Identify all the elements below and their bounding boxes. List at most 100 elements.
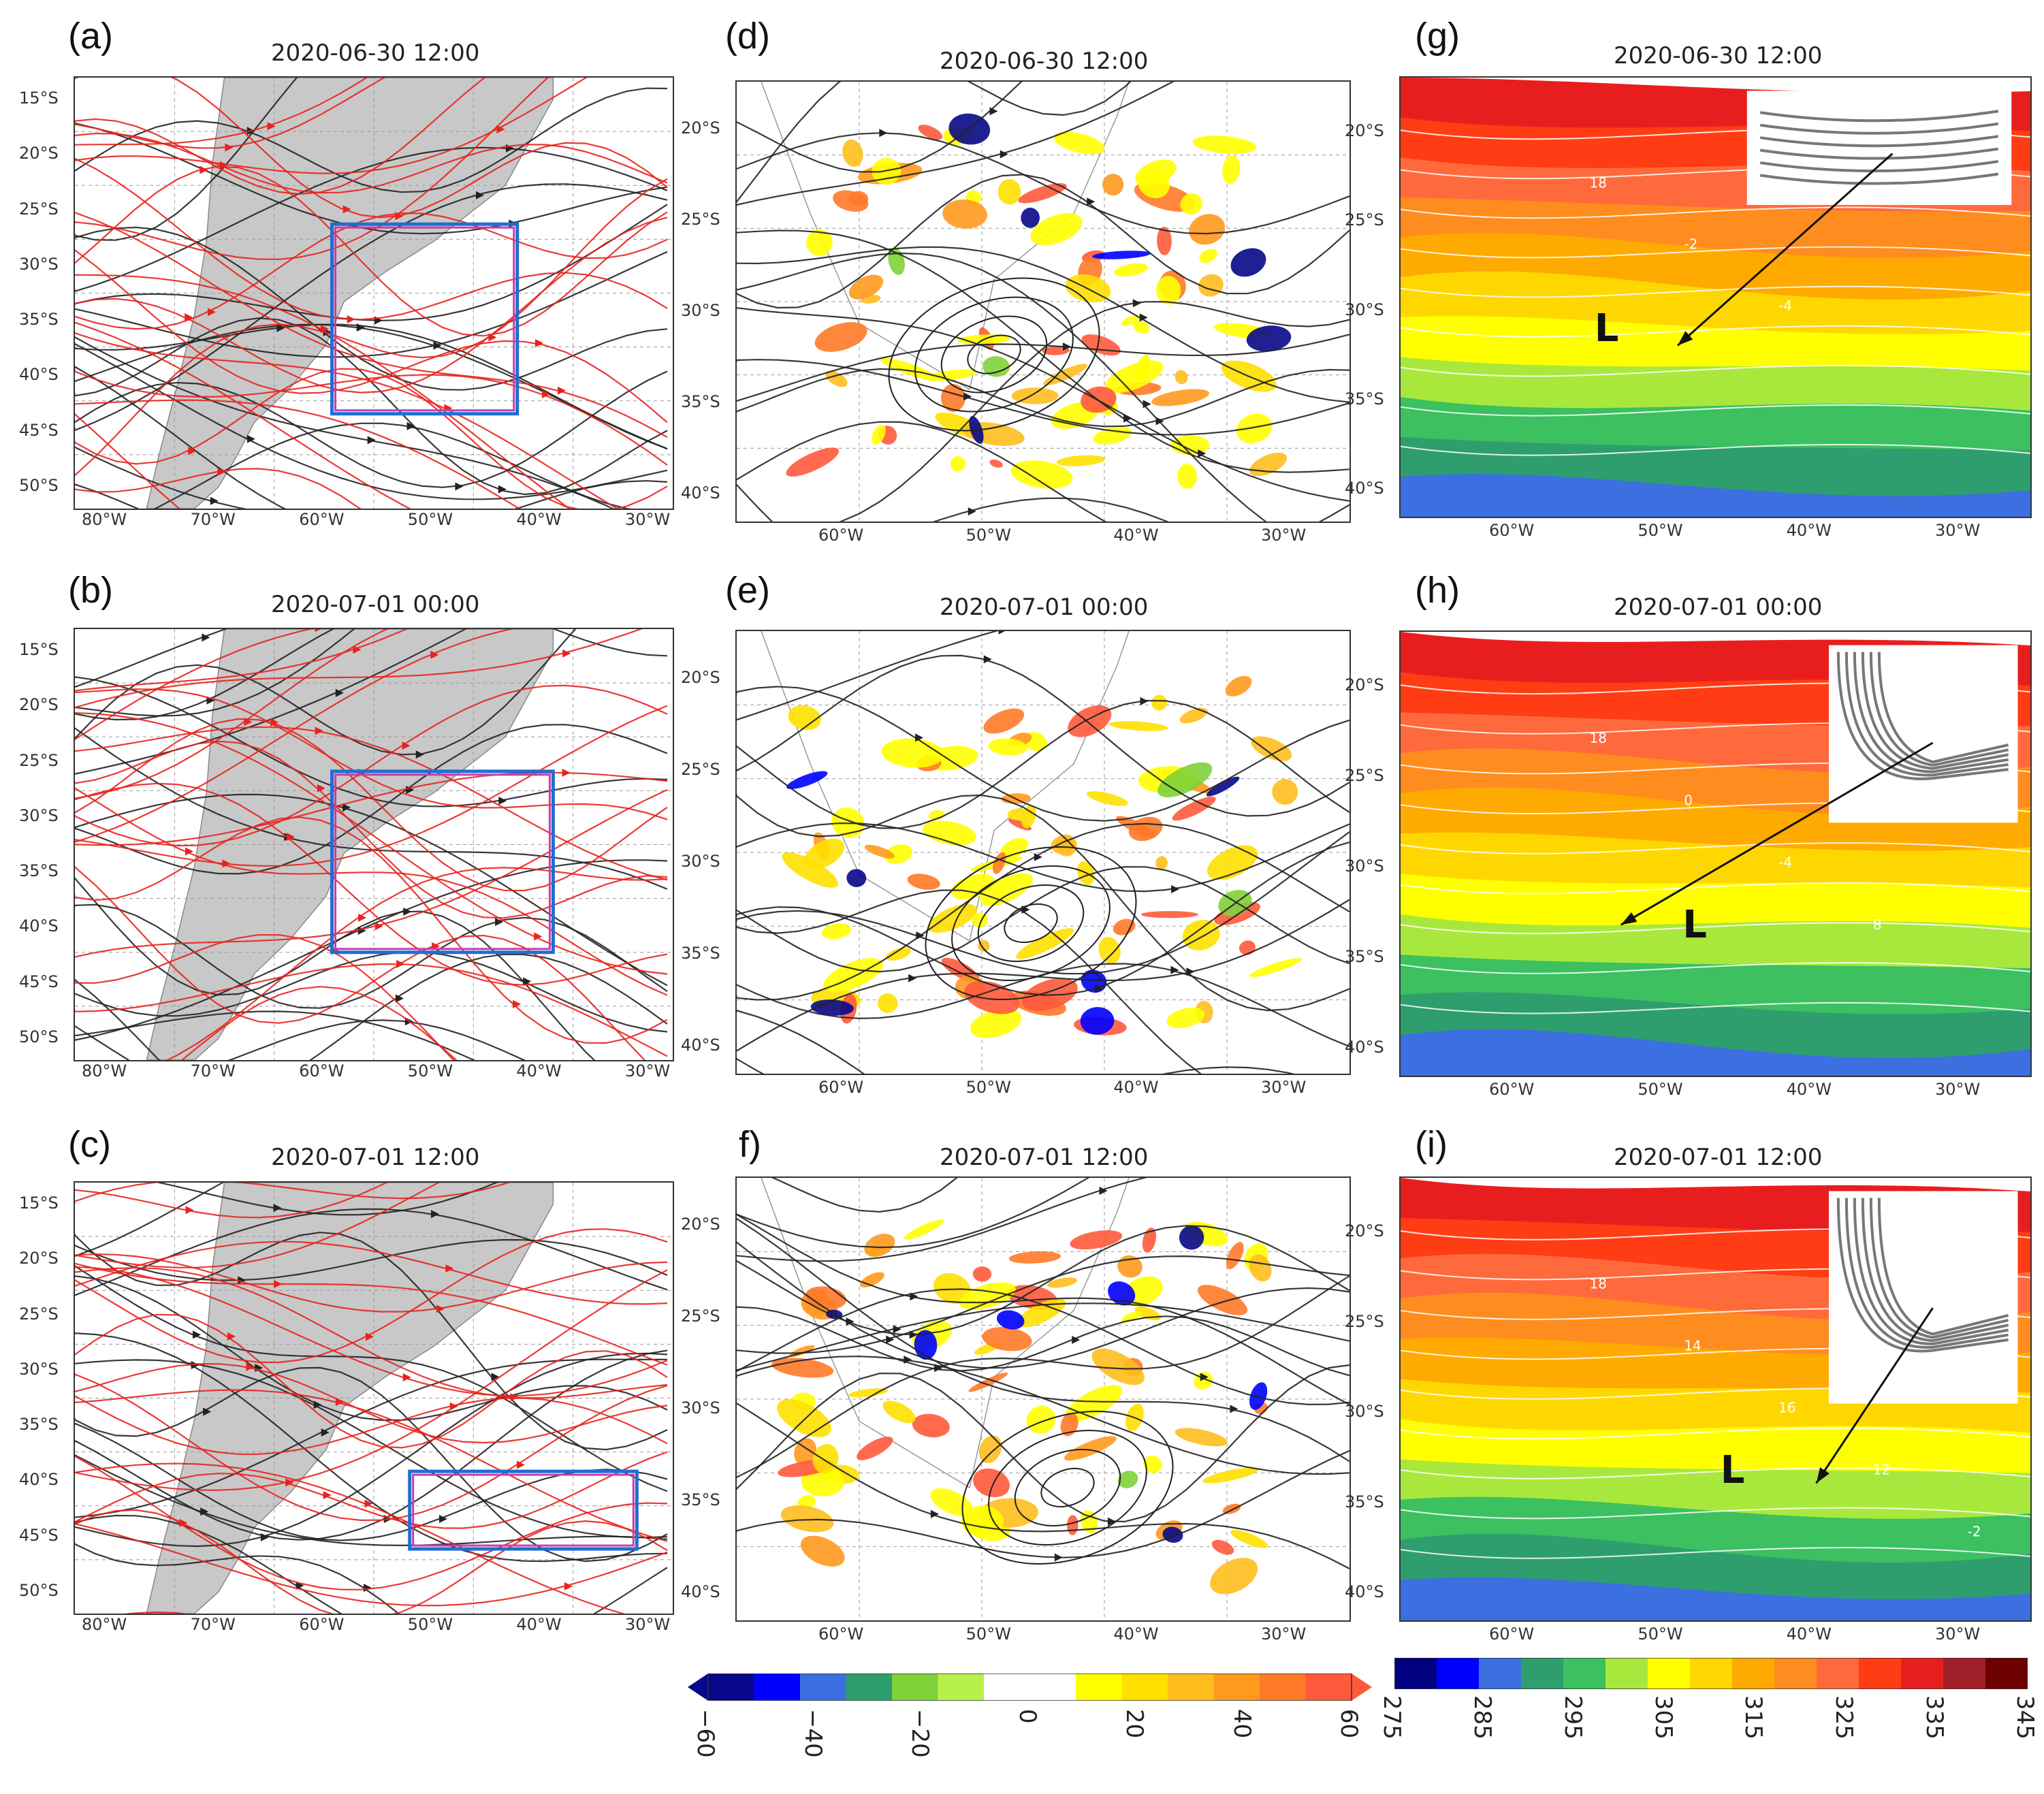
lon-tick: 50°W <box>407 1061 453 1080</box>
vorticity-colorbar <box>688 1673 1372 1701</box>
lon-tick: 70°W <box>190 510 236 529</box>
lat-tick: 20°S <box>681 668 720 687</box>
lat-tick: 30°S <box>1345 300 1384 319</box>
contour-label: -4 <box>1778 298 1792 314</box>
panel-label: f) <box>739 1124 761 1165</box>
lon-tick: 30°W <box>1935 521 1981 540</box>
lon-tick: 70°W <box>190 1615 236 1634</box>
lat-tick: 30°S <box>1345 1402 1384 1421</box>
lon-tick: 60°W <box>299 1061 345 1080</box>
lat-tick: 20°S <box>19 695 59 715</box>
lon-tick: 30°W <box>1935 1624 1981 1644</box>
lat-tick: 40°S <box>1345 1582 1384 1601</box>
lon-tick: 50°W <box>1638 521 1683 540</box>
theta-colorbar <box>1394 1657 2028 1690</box>
lat-tick: 40°S <box>681 1036 720 1055</box>
contour-label: -2 <box>1968 1524 1981 1540</box>
colorbar-tick: −20 <box>906 1709 933 1758</box>
lat-tick: 35°S <box>1345 947 1384 966</box>
lat-tick: 40°S <box>1345 479 1384 498</box>
theta-map: 18 -2 -4 <box>1399 76 2032 518</box>
pointer-arrow <box>1815 1307 1934 1484</box>
lon-tick: 60°W <box>818 1078 864 1097</box>
lon-tick: 60°W <box>1489 1624 1535 1644</box>
lat-tick: 20°S <box>19 1249 59 1268</box>
panel-label: (d) <box>725 16 770 57</box>
streamline-map <box>74 1181 674 1615</box>
contour-label: -2 <box>1684 236 1697 253</box>
panel-title: 2020-06-30 12:00 <box>271 39 480 67</box>
lat-tick: 40°S <box>1345 1038 1384 1057</box>
lat-tick: 35°S <box>19 1415 59 1435</box>
lat-tick: 20°S <box>681 118 720 138</box>
analysis-box <box>330 222 520 416</box>
contour-label: 12 <box>1873 1462 1890 1478</box>
lon-tick: 40°W <box>1786 1624 1832 1644</box>
panel-title: 2020-07-01 12:00 <box>271 1144 480 1171</box>
lon-tick: 40°W <box>516 1615 562 1634</box>
lat-tick: 15°S <box>19 89 59 108</box>
lon-tick: 80°W <box>82 1061 127 1080</box>
pointer-arrow <box>1677 153 1894 347</box>
lat-tick: 45°S <box>19 420 59 440</box>
lon-tick: 50°W <box>407 1615 453 1634</box>
lat-tick: 40°S <box>681 1582 720 1601</box>
theta-map: 18 0 -4 8 <box>1399 630 2032 1077</box>
lon-tick: 40°W <box>1113 526 1159 545</box>
lat-tick: 50°S <box>19 476 59 495</box>
lon-tick: 60°W <box>818 1624 864 1644</box>
colorbar-tick: 40 <box>1228 1709 1256 1739</box>
schematic-inset <box>1829 645 2018 823</box>
lat-tick: 25°S <box>1345 210 1384 230</box>
lat-tick: 50°S <box>19 1027 59 1046</box>
lon-tick: 30°W <box>1261 526 1307 545</box>
contour-label: -4 <box>1778 854 1792 871</box>
lat-tick: 25°S <box>19 1304 59 1324</box>
lon-tick: 30°W <box>1935 1080 1981 1099</box>
lat-tick: 25°S <box>681 760 720 779</box>
lat-tick: 35°S <box>681 944 720 963</box>
panel-title: 2020-06-30 12:00 <box>1614 42 1823 69</box>
lon-tick: 40°W <box>1113 1078 1159 1097</box>
panel-label: (e) <box>725 570 770 611</box>
contour-label: 0 <box>1684 792 1693 808</box>
streamline-map <box>74 628 674 1061</box>
lon-tick: 60°W <box>1489 1080 1535 1099</box>
panel-title: 2020-07-01 00:00 <box>271 591 480 618</box>
lat-tick: 40°S <box>681 483 720 502</box>
lat-tick: 20°S <box>1345 121 1384 140</box>
lat-tick: 20°S <box>19 144 59 163</box>
lat-tick: 30°S <box>19 254 59 274</box>
lon-tick: 50°W <box>1638 1080 1683 1099</box>
analysis-box <box>408 1469 639 1551</box>
lat-tick: 30°S <box>681 1398 720 1417</box>
lon-tick: 30°W <box>1261 1078 1307 1097</box>
lon-tick: 60°W <box>818 526 864 545</box>
contour-label: 14 <box>1684 1338 1701 1354</box>
lon-tick: 50°W <box>965 1078 1011 1097</box>
lat-tick: 30°S <box>19 1359 59 1379</box>
colorbar-tick: 275 <box>1378 1695 1405 1740</box>
lon-tick: 50°W <box>1638 1624 1683 1644</box>
lat-tick: 40°S <box>19 1470 59 1490</box>
colorbar-tick: 20 <box>1121 1709 1148 1739</box>
contour-label: 18 <box>1590 174 1607 191</box>
low-pressure-label: L <box>1720 1448 1745 1492</box>
lat-tick: 20°S <box>681 1215 720 1234</box>
streamline-map <box>74 76 674 510</box>
lat-tick: 15°S <box>19 640 59 659</box>
lat-tick: 25°S <box>681 210 720 229</box>
panel-label: (g) <box>1415 16 1460 57</box>
lat-tick: 40°S <box>19 365 59 385</box>
colorbar-tick: 285 <box>1468 1695 1496 1740</box>
lon-tick: 50°W <box>407 510 453 529</box>
lon-tick: 40°W <box>1786 1080 1832 1099</box>
lat-tick: 40°S <box>19 916 59 936</box>
lat-tick: 30°S <box>681 852 720 871</box>
lat-tick: 45°S <box>19 972 59 991</box>
panel-label: (i) <box>1415 1124 1448 1165</box>
pointer-arrow <box>1620 741 1934 926</box>
panel-label: (c) <box>68 1124 111 1165</box>
lat-tick: 50°S <box>19 1581 59 1600</box>
colorbar-tick: 0 <box>1013 1709 1041 1724</box>
